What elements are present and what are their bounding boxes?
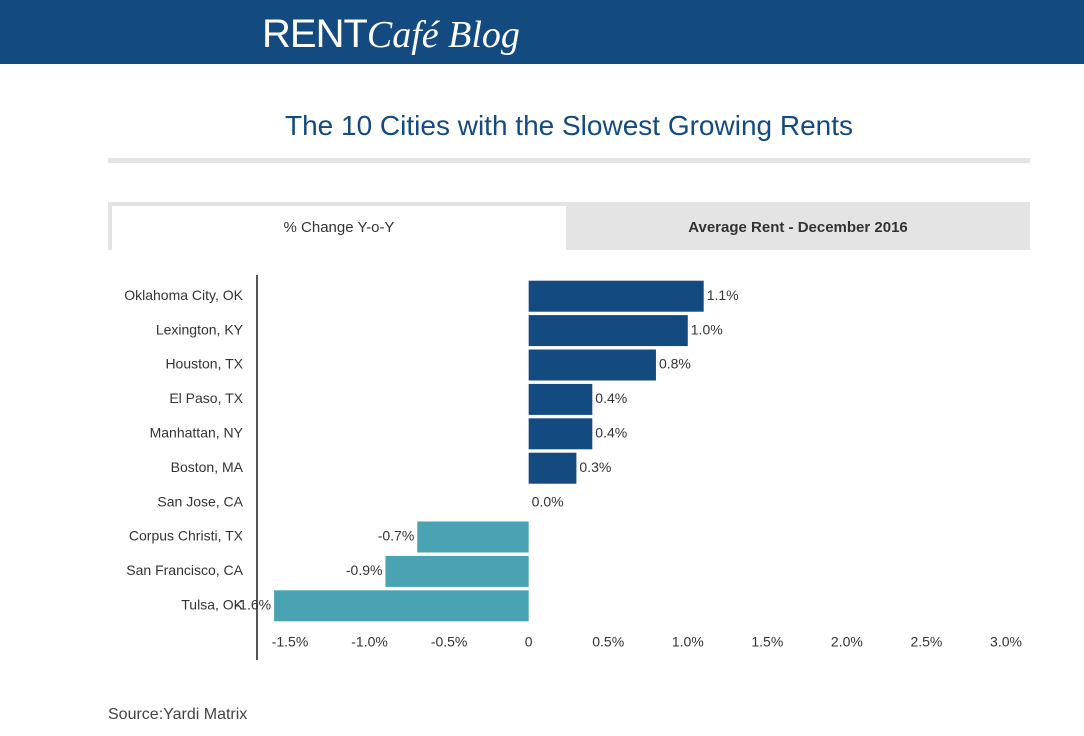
bar	[417, 521, 529, 553]
y-tick-label: San Jose, CA	[157, 493, 243, 509]
bar	[385, 555, 529, 587]
logo-script: Café Blog	[366, 14, 520, 56]
y-tick-label: Corpus Christi, TX	[129, 528, 244, 544]
bar	[528, 349, 656, 381]
bar	[528, 315, 688, 347]
header: RENTCafé Blog	[0, 0, 1084, 64]
y-tick-label: San Francisco, CA	[126, 562, 243, 578]
y-tick-label: Manhattan, NY	[150, 425, 244, 441]
y-tick-label: Houston, TX	[165, 356, 243, 372]
x-tick-label: -1.0%	[351, 634, 388, 650]
x-tick-label: 2.5%	[910, 634, 942, 650]
value-label: 0.8%	[659, 356, 691, 372]
bar	[528, 418, 593, 450]
x-tick-label: -1.5%	[272, 634, 309, 650]
x-tick-label: 1.5%	[751, 634, 783, 650]
bar	[528, 280, 704, 312]
value-label: -1.6%	[235, 597, 272, 613]
source: Source:Yardi Matrix	[108, 706, 248, 723]
value-label: -0.7%	[378, 528, 415, 544]
y-tick-label: Lexington, KY	[156, 321, 244, 337]
value-label: 1.0%	[691, 321, 723, 337]
logo-text: RENT	[262, 12, 368, 56]
x-tick-label: 0	[525, 634, 533, 650]
chart-title: The 10 Cities with the Slowest Growing R…	[284, 110, 854, 141]
x-tick-label: 3.0%	[990, 634, 1022, 650]
chart: -1.5% -1.0% -0.5% 0 0.5% 1.0% 1.5% 2.0% 2.5% 3.0%…	[124, 275, 1022, 660]
x-tick-label: -0.5%	[431, 634, 468, 650]
value-label: 0.3%	[579, 459, 611, 475]
y-tick-label: Boston, MA	[171, 459, 244, 475]
tab-bar: % Change Y-o-Y Average Rent - December 2…	[108, 202, 1030, 250]
tab[interactable]: Average Rent - December 2016	[688, 219, 908, 236]
value-label: 0.4%	[595, 425, 627, 441]
y-tick-label: Oklahoma City, OK	[124, 287, 243, 303]
value-label: 0.4%	[595, 390, 627, 406]
tab[interactable]: % Change Y-o-Y	[112, 206, 566, 250]
value-label: 1.1%	[707, 287, 739, 303]
title-rule	[108, 158, 1030, 163]
x-tick-label: 1.0%	[672, 634, 704, 650]
y-tick-label: El Paso, TX	[169, 390, 243, 406]
x-tick-label: 2.0%	[831, 634, 863, 650]
value-label: 0.0%	[532, 493, 564, 509]
value-label: -0.9%	[346, 562, 383, 578]
bar	[528, 383, 593, 415]
x-tick-label: 0.5%	[592, 634, 624, 650]
y-tick-label: Tulsa, OK	[181, 597, 243, 613]
bar	[274, 590, 529, 622]
logo[interactable]: RENTCafé Blog	[262, 12, 520, 57]
bar	[528, 452, 577, 484]
